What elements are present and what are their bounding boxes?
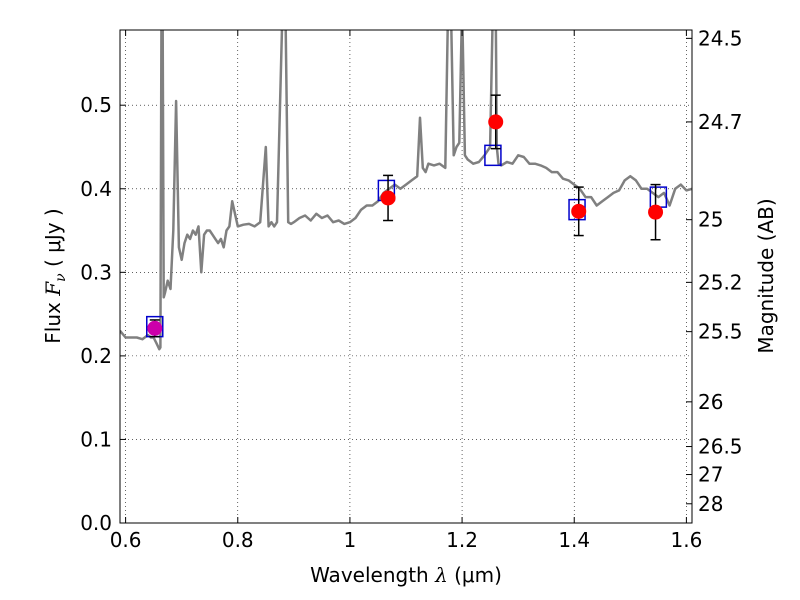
axis-ticks: 0.6 0.8 1 1.2 1.4 1.6 0.0 0.1 0.2 0.3 0.4 0.5 24.5 24… xyxy=(80,26,742,552)
right-tick-label: 24.5 xyxy=(698,26,743,50)
y-tick-label: 0.3 xyxy=(80,260,112,284)
plot-frame xyxy=(119,29,693,524)
x-tick-label: 1.4 xyxy=(558,528,590,552)
right-tick-label: 25.5 xyxy=(698,320,743,344)
data-area xyxy=(120,30,692,351)
photometry-point xyxy=(380,174,396,222)
spectrum-line xyxy=(120,30,692,351)
x-tick-label: 0.8 xyxy=(222,528,254,552)
x-tick-label: 1.2 xyxy=(446,528,478,552)
photometry-point xyxy=(147,319,163,338)
y-tick-label: 0.0 xyxy=(80,511,112,535)
photometry-point xyxy=(648,183,664,241)
right-tick-label: 26.5 xyxy=(698,435,743,459)
right-tick-label: 24.7 xyxy=(698,110,743,134)
photometry-dot xyxy=(571,203,587,219)
photometry-dot xyxy=(648,204,664,220)
y-axis-label: Flux Fν ( μJy ) xyxy=(41,208,69,343)
x-tick-label: 0.6 xyxy=(110,528,142,552)
y-tick-label: 0.5 xyxy=(80,93,112,117)
photometry-dot xyxy=(380,190,396,206)
right-tick-label: 28 xyxy=(698,492,723,516)
photometry-point xyxy=(488,94,504,150)
y-tick-label: 0.2 xyxy=(80,344,112,368)
y-tick-label: 0.1 xyxy=(80,427,112,451)
y-tick-label: 0.4 xyxy=(80,177,112,201)
photometry-dot xyxy=(488,114,504,130)
x-tick-label: 1.6 xyxy=(670,528,702,552)
right-tick-label: 26 xyxy=(698,390,723,414)
photometry-dot xyxy=(147,320,163,336)
model-band-marker xyxy=(484,144,502,167)
x-tick-label: 1 xyxy=(344,528,357,552)
right-tick-label: 25 xyxy=(698,208,723,232)
x-axis-label: Wavelength λ (μm) xyxy=(310,563,502,587)
right-tick-label: 25.2 xyxy=(698,270,743,294)
photometry-point xyxy=(571,186,587,237)
right-axis-label: Magnitude (AB) xyxy=(754,198,778,353)
right-tick-label: 27 xyxy=(698,463,723,487)
